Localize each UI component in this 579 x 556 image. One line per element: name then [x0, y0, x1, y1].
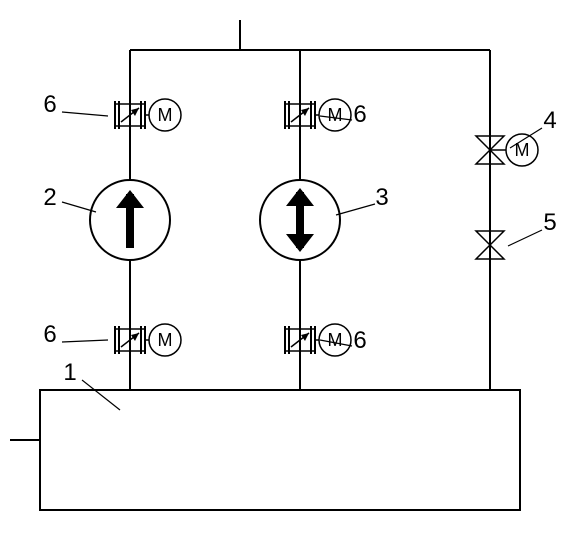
motor-label: M [158, 105, 173, 125]
motor-valve: M [285, 324, 351, 356]
callout: 5 [508, 209, 557, 246]
callout-label: 2 [43, 184, 56, 211]
motor-label: M [158, 330, 173, 350]
callout-label: 4 [543, 107, 556, 134]
motor-label: M [328, 330, 343, 350]
callout-label: 1 [63, 359, 76, 386]
callout-label: 3 [375, 184, 388, 211]
motor-valve: M [115, 324, 181, 356]
callout: 6 [43, 321, 108, 348]
svg-text:M: M [515, 140, 530, 160]
motor-valve: M [115, 99, 181, 131]
callout: 2 [43, 184, 96, 212]
callout-label: 6 [353, 327, 366, 354]
tank [40, 390, 520, 510]
pump-unidirectional [90, 180, 170, 260]
pump-bidirectional [260, 180, 340, 260]
callout-label: 6 [43, 321, 56, 348]
callout-label: 5 [543, 209, 556, 236]
callout: 6 [43, 91, 108, 118]
callout-label: 6 [43, 91, 56, 118]
motor-valve: M [285, 99, 351, 131]
callout: 3 [336, 184, 389, 215]
motorized-bowtie-valve: M [476, 134, 538, 166]
callout-label: 6 [353, 101, 366, 128]
motor-label: M [328, 105, 343, 125]
